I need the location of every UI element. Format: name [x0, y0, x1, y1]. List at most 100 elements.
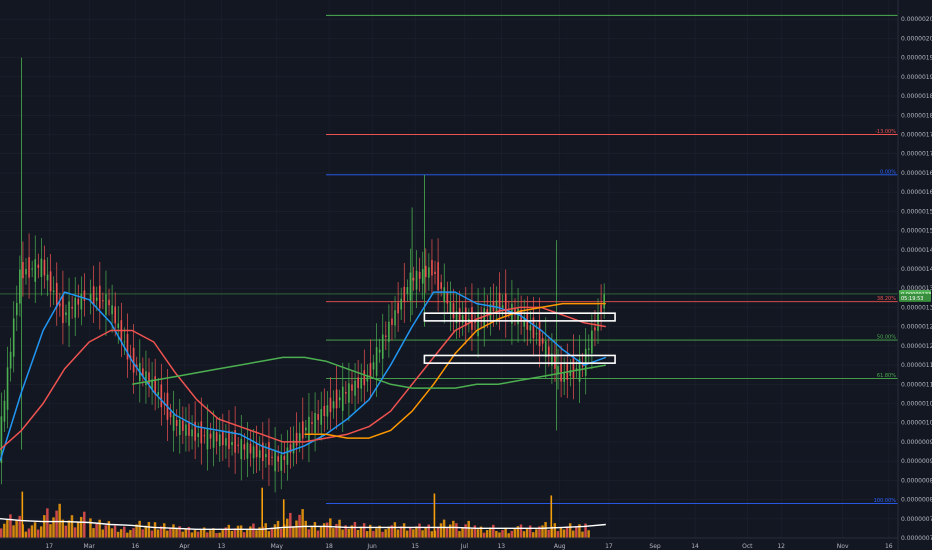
volume-bar — [119, 529, 123, 538]
candle-body — [498, 292, 501, 312]
candle-body — [495, 300, 498, 312]
candle-body — [62, 294, 64, 324]
time-axis[interactable]: 17 Mar 16 Apr 13 May 18 Jun 15 Jul 13 Aug 17 Sep 14 Oct… — [0, 537, 898, 550]
candle-body — [431, 259, 433, 276]
volume-bar — [390, 525, 394, 538]
grid — [0, 0, 898, 539]
x-tick-label: 15 — [411, 543, 419, 550]
volume-bar — [286, 518, 289, 538]
candle-body — [218, 434, 221, 447]
candle-body — [437, 262, 439, 291]
candle-body — [584, 348, 587, 376]
volume-pane — [0, 487, 606, 538]
volume-bar — [116, 531, 120, 538]
volume-bar — [12, 525, 15, 538]
volume-ma-line — [0, 518, 606, 530]
candle-body — [489, 304, 492, 320]
volume-bar — [393, 522, 397, 538]
volume-bar — [166, 530, 169, 538]
candle-body — [148, 372, 150, 385]
candle-body — [246, 442, 249, 459]
volume-bar — [215, 533, 218, 538]
y-tick-label: 0.00000105 — [901, 401, 932, 408]
candle-body — [249, 443, 252, 454]
candle-body — [591, 330, 593, 354]
candle-body — [486, 309, 489, 316]
volume-bar — [381, 531, 384, 538]
x-tick-label: 13 — [218, 543, 226, 550]
volume-bar — [43, 515, 46, 538]
volume-bar — [538, 526, 541, 538]
candle-body — [452, 303, 455, 319]
candle-body — [200, 421, 203, 444]
volume-bar — [461, 527, 464, 538]
fib-level-label: 100.00% — [874, 498, 896, 504]
volume-bar — [153, 522, 157, 538]
candle-body — [268, 442, 270, 465]
candle-body — [175, 420, 178, 426]
volume-bar — [289, 512, 292, 538]
volume-bar — [541, 525, 544, 538]
x-tick-label: 17 — [45, 543, 53, 550]
candle-body — [169, 411, 172, 418]
volume-bar — [199, 529, 203, 538]
candle-body — [338, 397, 341, 401]
volume-bar — [49, 524, 52, 538]
volume-bar — [129, 530, 132, 538]
volume-bar — [578, 524, 581, 538]
candle-body — [95, 297, 98, 301]
candle-body — [474, 321, 476, 323]
candle-body — [594, 327, 596, 331]
price-badges: 0.0000013305:19:53 — [899, 289, 931, 302]
candle-body — [271, 456, 273, 458]
candle-body — [34, 259, 37, 282]
volume-bar — [98, 519, 101, 538]
volume-bar — [442, 519, 446, 538]
candle-body — [587, 348, 590, 350]
volume-bar — [452, 520, 455, 538]
volume-bar — [61, 519, 64, 538]
y-tick-label: 0.00000095 — [901, 439, 932, 446]
volume-bar — [353, 522, 357, 538]
volume-bar — [399, 526, 403, 538]
candle-body — [563, 371, 565, 382]
volume-bar — [178, 526, 181, 538]
candle-body — [228, 430, 230, 449]
y-tick-label: 0.00000175 — [901, 132, 932, 139]
volume-bar — [224, 527, 227, 538]
candle-body — [55, 282, 58, 308]
candle-body — [22, 262, 24, 279]
candle-body — [68, 301, 70, 326]
candle-body — [12, 318, 15, 357]
x-tick-label: Jul — [460, 543, 469, 550]
y-tick-label: 0.00000085 — [901, 477, 932, 484]
candle-body — [157, 392, 160, 396]
moving-average-line — [132, 356, 606, 389]
candle-body — [108, 299, 110, 306]
fib-retracement[interactable]: -13.00% 0.00% 38.20% 50.00% 61.80% 100.00% — [0, 14, 898, 504]
volume-bar — [156, 529, 160, 538]
candle-body — [529, 325, 532, 331]
volume-bar — [9, 514, 12, 538]
volume-bar — [76, 522, 80, 538]
volume-bar — [525, 528, 529, 538]
volume-bar — [159, 526, 163, 538]
support-zones[interactable] — [423, 312, 616, 364]
candle-body — [538, 321, 541, 347]
x-tick-label: Sep — [649, 543, 661, 550]
candle-body — [237, 444, 240, 446]
candle-body — [600, 304, 602, 313]
candle-body — [185, 424, 187, 436]
candle-body — [83, 290, 86, 301]
x-tick-label: 17 — [605, 543, 613, 550]
candle-body — [212, 431, 215, 448]
volume-bar — [587, 530, 590, 538]
volume-bar — [547, 529, 550, 538]
candle-body — [369, 363, 372, 378]
